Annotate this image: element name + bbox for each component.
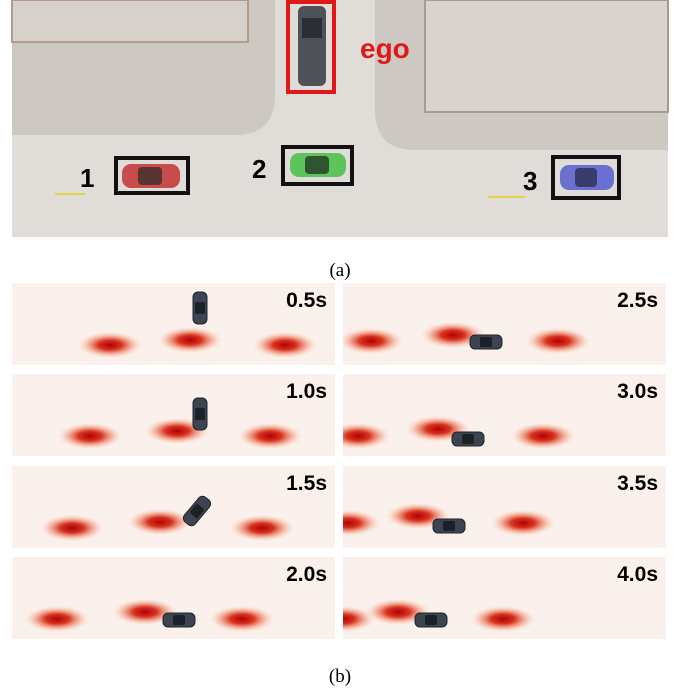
ego-car xyxy=(415,613,447,627)
heat-blob xyxy=(251,331,319,359)
heat-blob xyxy=(23,605,91,633)
car-window xyxy=(173,615,185,625)
time-label: 2.0s xyxy=(286,563,327,586)
heat-blob xyxy=(337,327,405,355)
ego-car xyxy=(193,398,207,430)
car-window xyxy=(195,302,205,314)
heat-blob xyxy=(469,605,537,633)
car-window xyxy=(425,615,437,625)
time-label: 3.5s xyxy=(617,472,658,495)
heatmap-panel xyxy=(309,557,666,639)
ego-car xyxy=(193,292,207,324)
ego-label: ego xyxy=(360,33,410,64)
time-label: 4.0s xyxy=(617,563,658,586)
time-label: 3.0s xyxy=(617,380,658,403)
heat-blob xyxy=(56,422,124,450)
car-window xyxy=(195,408,205,420)
heat-blob xyxy=(76,331,144,359)
vehicle-label: 1 xyxy=(80,163,94,193)
ego-car xyxy=(433,519,465,533)
caption: (b) xyxy=(329,666,351,687)
car-window xyxy=(443,521,455,531)
heat-blob xyxy=(156,326,224,354)
time-label: 1.0s xyxy=(286,380,327,403)
heat-blob xyxy=(208,605,276,633)
heat-blob xyxy=(228,514,296,542)
car-window xyxy=(480,337,492,347)
heat-blob xyxy=(38,514,106,542)
figure: ego 1 2 3 (a) (b) 0.5s 1.0s 1.5s 2.0s 2.5s 3.… xyxy=(0,0,681,691)
car-window xyxy=(462,434,474,444)
time-label: 2.5s xyxy=(617,289,658,312)
ego-car xyxy=(470,335,502,349)
page: ego 1 2 3 (a) (b) 0.5s 1.0s 1.5s 2.0s 2.5s 3.… xyxy=(0,0,681,691)
ego-car xyxy=(163,613,195,627)
caption: (a) xyxy=(329,260,350,281)
vehicle-label: 3 xyxy=(523,166,537,196)
heat-blob xyxy=(509,422,577,450)
scene xyxy=(12,0,668,237)
heat-blob xyxy=(524,327,592,355)
heat-blob xyxy=(236,422,304,450)
heatmap-panel xyxy=(314,466,666,548)
ego-car xyxy=(452,432,484,446)
vehicle-label: 2 xyxy=(252,154,266,184)
time-label: 1.5s xyxy=(286,472,327,495)
heat-blob xyxy=(489,509,557,537)
heatmap-panel xyxy=(324,374,666,456)
time-label: 0.5s xyxy=(286,289,327,312)
heat-blob xyxy=(126,508,194,536)
